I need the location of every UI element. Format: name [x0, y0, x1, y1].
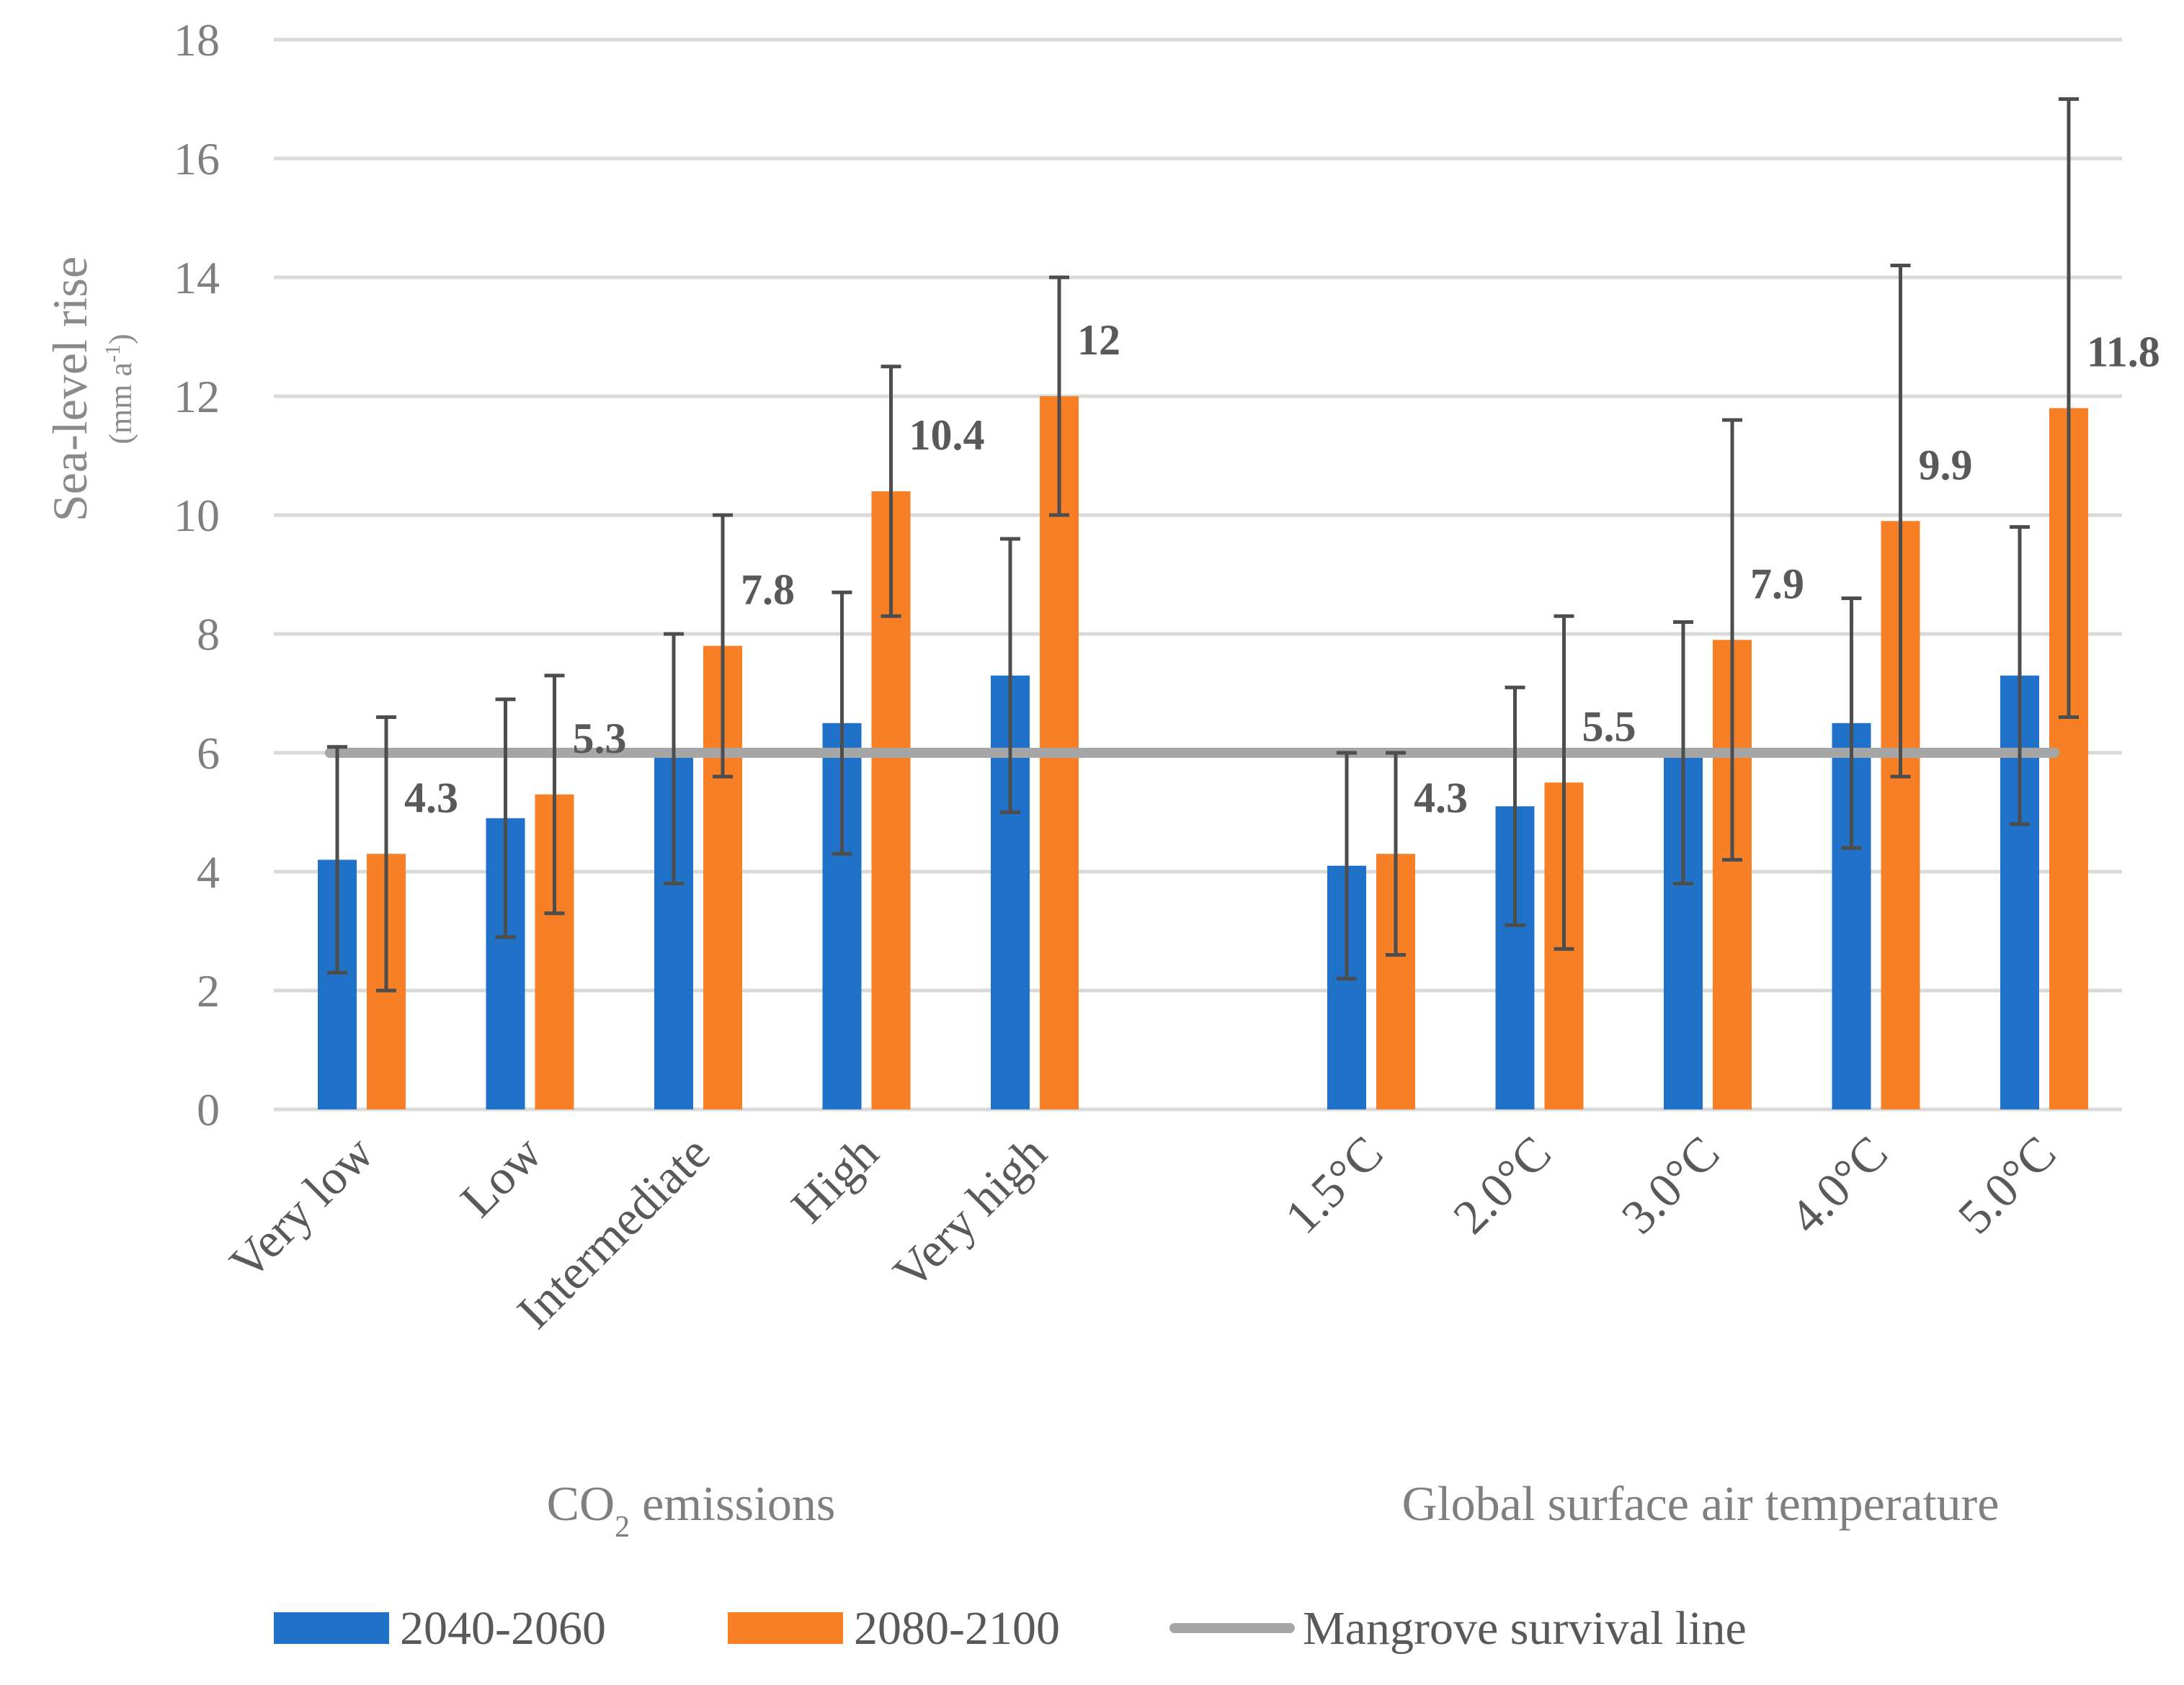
x-category-label: Very low — [219, 1125, 384, 1290]
y-tick-label: 4 — [197, 846, 220, 898]
y-axis-ticks: 0 2 4 6 8 10 12 14 16 18 — [174, 14, 220, 1135]
y-tick-label: 10 — [174, 490, 220, 541]
y-tick-label: 14 — [174, 252, 220, 303]
y-tick-label: 16 — [174, 133, 220, 184]
y-axis-unit-superscript: -1 — [101, 344, 125, 362]
data-label: 4.3 — [404, 774, 458, 821]
x-category-label: 3.0°C — [1610, 1125, 1729, 1244]
data-label: 7.8 — [741, 566, 795, 614]
data-label: 4.3 — [1414, 774, 1468, 821]
y-tick-label: 8 — [197, 609, 220, 660]
legend-swatch — [274, 1612, 389, 1644]
y-axis-title: Sea-level rise — [43, 256, 97, 522]
legend-label: 2080-2100 — [854, 1602, 1060, 1655]
legend-label: Mangrove survival line — [1303, 1602, 1747, 1655]
legend: 2040-2060 2080-2100 Mangrove survival line — [274, 1602, 1747, 1655]
data-label: 5.3 — [573, 715, 627, 762]
y-axis-unit: (mm a-1) — [101, 334, 139, 444]
group-label-rest: emissions — [630, 1476, 835, 1531]
data-label: 9.9 — [1919, 441, 1973, 488]
y-tick-label: 6 — [197, 728, 220, 779]
legend-label: 2040-2060 — [400, 1602, 606, 1655]
x-category-label: Low — [450, 1125, 552, 1228]
y-tick-label: 2 — [197, 965, 220, 1016]
x-category-label: 1.5°C — [1274, 1125, 1393, 1244]
data-labels: 4.3 5.3 7.8 10.4 12 4.3 5.5 7.9 9.9 11.8 — [404, 316, 2160, 821]
x-category-label: 4.0°C — [1779, 1125, 1898, 1244]
group-labels: CO2 emissions Global surface air temperat… — [547, 1476, 2000, 1544]
error-bars — [327, 97, 2079, 993]
x-category-label: Very high — [883, 1125, 1057, 1300]
data-label: 10.4 — [909, 411, 985, 459]
data-label: 7.9 — [1750, 560, 1804, 607]
legend-swatch — [728, 1612, 843, 1644]
data-label: 11.8 — [2087, 328, 2160, 376]
data-label: 12 — [1077, 316, 1120, 364]
group-label-subscript: 2 — [615, 1511, 630, 1544]
x-category-label: High — [780, 1125, 888, 1233]
group-label: CO2 emissions — [547, 1476, 836, 1544]
y-tick-label: 18 — [174, 14, 220, 66]
group-label: Global surface air temperature — [1402, 1476, 2000, 1531]
x-category-label: 2.0°C — [1443, 1125, 1561, 1244]
y-tick-label: 0 — [197, 1084, 220, 1135]
data-label: 5.5 — [1582, 702, 1636, 750]
y-tick-label: 12 — [174, 371, 220, 422]
x-category-label: 5.0°C — [1947, 1125, 2066, 1244]
